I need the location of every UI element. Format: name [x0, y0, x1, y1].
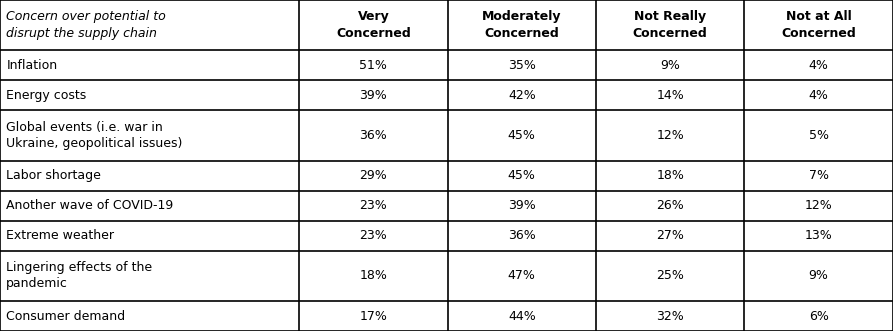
Text: 26%: 26%: [656, 199, 684, 212]
Text: 9%: 9%: [660, 59, 680, 72]
Text: 39%: 39%: [360, 89, 388, 102]
Text: 14%: 14%: [656, 89, 684, 102]
Text: 39%: 39%: [508, 199, 536, 212]
Text: 25%: 25%: [656, 269, 684, 282]
Text: Very
Concerned: Very Concerned: [336, 10, 411, 40]
Text: Lingering effects of the
pandemic: Lingering effects of the pandemic: [6, 261, 153, 290]
Text: 6%: 6%: [809, 309, 829, 322]
Text: 27%: 27%: [656, 229, 684, 242]
Text: Labor shortage: Labor shortage: [6, 169, 101, 182]
Text: Global events (i.e. war in
Ukraine, geopolitical issues): Global events (i.e. war in Ukraine, geop…: [6, 121, 183, 150]
Text: Another wave of COVID-19: Another wave of COVID-19: [6, 199, 173, 212]
Text: 45%: 45%: [508, 169, 536, 182]
Text: 13%: 13%: [805, 229, 832, 242]
Text: 35%: 35%: [508, 59, 536, 72]
Text: Concern over potential to
disrupt the supply chain: Concern over potential to disrupt the su…: [6, 10, 166, 40]
Text: Not Really
Concerned: Not Really Concerned: [633, 10, 707, 40]
Text: 47%: 47%: [508, 269, 536, 282]
Text: Moderately
Concerned: Moderately Concerned: [482, 10, 562, 40]
Text: 9%: 9%: [809, 269, 829, 282]
Text: 18%: 18%: [656, 169, 684, 182]
Text: 44%: 44%: [508, 309, 536, 322]
Text: 7%: 7%: [809, 169, 829, 182]
Text: 4%: 4%: [809, 89, 829, 102]
Text: 32%: 32%: [656, 309, 684, 322]
Text: 4%: 4%: [809, 59, 829, 72]
Text: 36%: 36%: [508, 229, 536, 242]
Text: 51%: 51%: [359, 59, 388, 72]
Text: 17%: 17%: [359, 309, 388, 322]
Text: 45%: 45%: [508, 129, 536, 142]
Text: 18%: 18%: [359, 269, 388, 282]
Text: 12%: 12%: [805, 199, 832, 212]
Text: Consumer demand: Consumer demand: [6, 309, 125, 322]
Text: Inflation: Inflation: [6, 59, 57, 72]
Text: 42%: 42%: [508, 89, 536, 102]
Text: Energy costs: Energy costs: [6, 89, 87, 102]
Text: Not at All
Concerned: Not at All Concerned: [781, 10, 856, 40]
Text: 23%: 23%: [360, 199, 388, 212]
Text: 5%: 5%: [809, 129, 829, 142]
Text: 12%: 12%: [656, 129, 684, 142]
Text: 23%: 23%: [360, 229, 388, 242]
Text: Extreme weather: Extreme weather: [6, 229, 114, 242]
Text: 36%: 36%: [360, 129, 388, 142]
Text: 29%: 29%: [360, 169, 388, 182]
